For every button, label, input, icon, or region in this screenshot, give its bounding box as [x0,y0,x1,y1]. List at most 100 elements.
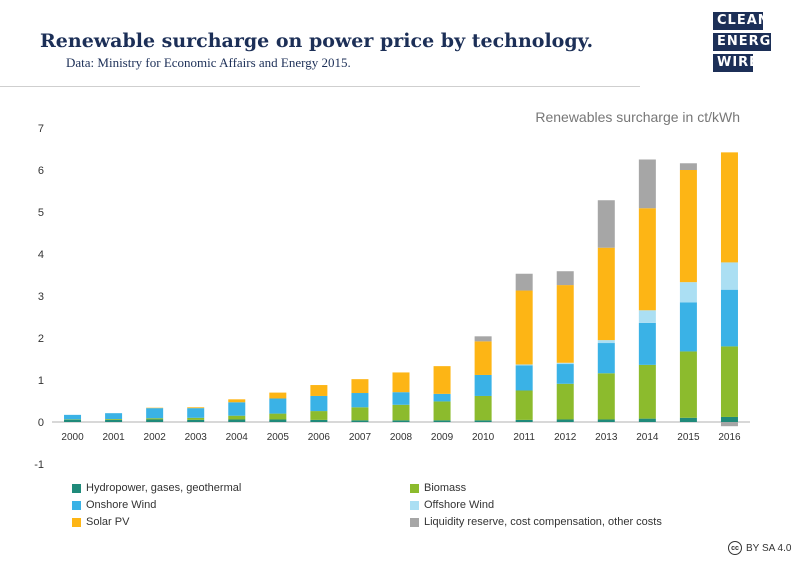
bar-segment [638,208,656,311]
y-tick-label: 6 [38,165,44,177]
bar-segment [269,419,287,422]
bar-segment [269,398,287,414]
x-tick-label: 2007 [349,432,372,443]
x-tick-label: 2010 [472,432,495,443]
bar-segment [556,383,574,420]
bar-segment [556,419,574,422]
bar-segment [597,419,615,422]
y-tick-label: 5 [38,207,44,219]
stacked-bar-chart: Renewables surcharge in ct/kWh -1 0 1 2 3 4 5 6 7… [34,109,750,471]
license-badge: cc BY SA 4.0 [728,541,791,555]
bar-segment [720,262,738,290]
legend-item: Solar PV [72,516,129,528]
bar-segment [433,393,451,402]
bar-segment [679,163,697,170]
bar-segment [228,419,246,422]
legend-item: Liquidity reserve, cost compensation, ot… [410,516,662,528]
y-tick-label: 2 [38,333,44,345]
bar-segment [228,399,246,403]
legend-swatch [72,517,81,527]
bar-segment [310,395,328,412]
x-tick-label: 2013 [595,432,618,443]
x-tick-label: 2005 [267,432,290,443]
bar-segment [556,364,574,384]
bar-segment [433,366,451,394]
y-tick-label: 4 [38,249,44,261]
legend-label: Solar PV [86,516,130,528]
bar-segment [351,379,369,394]
x-tick-label: 2016 [718,432,741,443]
bar-segment [515,273,533,291]
clean-energy-wire-logo: CLEAN ENERGY WIRE [713,12,780,75]
bar-segment [392,392,410,405]
bar-segment [720,152,738,263]
bar-segment [597,340,615,344]
bar-segment [638,322,656,365]
legend-item: Offshore Wind [410,499,494,511]
logo-line-energy: ENERGY [713,33,780,51]
bar-segment [228,402,246,416]
logo-line-clean: CLEAN [713,12,769,30]
bar-segment [228,415,246,420]
bar-segment [105,419,123,420]
bar-segment [146,408,164,419]
bar-segment [105,419,123,422]
x-tick-label: 2004 [226,432,249,443]
x-tick-label: 2006 [308,432,331,443]
header: Renewable surcharge on power price by te… [0,0,800,92]
legend-swatch [410,500,419,510]
x-tick-label: 2002 [144,432,167,443]
bar-segment [433,401,451,421]
bar-segment [187,407,205,409]
bar-segment [515,290,533,365]
data-source: Data: Ministry for Economic Affairs and … [66,55,351,70]
bar-segment [638,418,656,422]
bar-segment [105,413,123,420]
bar-segment [64,414,82,420]
bar-segment [720,422,738,427]
bar-segment [515,365,533,391]
legend-label: Hydropower, gases, geothermal [86,482,242,494]
legend-label: Onshore Wind [86,499,157,511]
bar-segment [597,343,615,374]
header-divider [0,86,640,87]
bar-segment [638,159,656,209]
bar-segment [515,390,533,420]
y-tick-label: -1 [34,459,44,471]
bar-segment [187,419,205,422]
x-tick-label: 2000 [61,432,84,443]
x-tick-label: 2015 [677,432,700,443]
bar-segment [556,362,574,365]
bar-segment [474,374,492,396]
x-tick-label: 2009 [431,432,454,443]
bar-segment [597,247,615,341]
bar-segment [679,282,697,303]
logo-line-wire: WIRE [713,54,758,72]
bar-segment [720,346,738,417]
bar-segment [392,404,410,421]
bar-segment [474,395,492,421]
legend-item: Onshore Wind [72,499,156,511]
bar-segment [597,200,615,248]
bar-segment [515,364,533,366]
legend-swatch [72,500,81,510]
x-tick-label: 2001 [102,432,125,443]
x-tick-label: 2003 [185,432,208,443]
bar-segment [638,310,656,323]
legend-item: Biomass [410,482,466,494]
bar-segment [351,407,369,421]
bar-segment [146,418,164,420]
bar-segment [392,420,410,422]
bar-segment [474,336,492,342]
bar-segment [556,285,574,363]
y-tick-label: 0 [38,417,44,429]
bar-segment [679,170,697,283]
bar-segment [638,364,656,419]
x-tick-label: 2008 [390,432,413,443]
bar-segment [474,341,492,375]
y-tick-label: 1 [38,375,44,387]
x-tick-label: 2012 [554,432,577,443]
legend-label: Biomass [424,482,467,494]
x-tick-label: 2011 [513,432,535,443]
legend-label: Offshore Wind [424,499,495,511]
